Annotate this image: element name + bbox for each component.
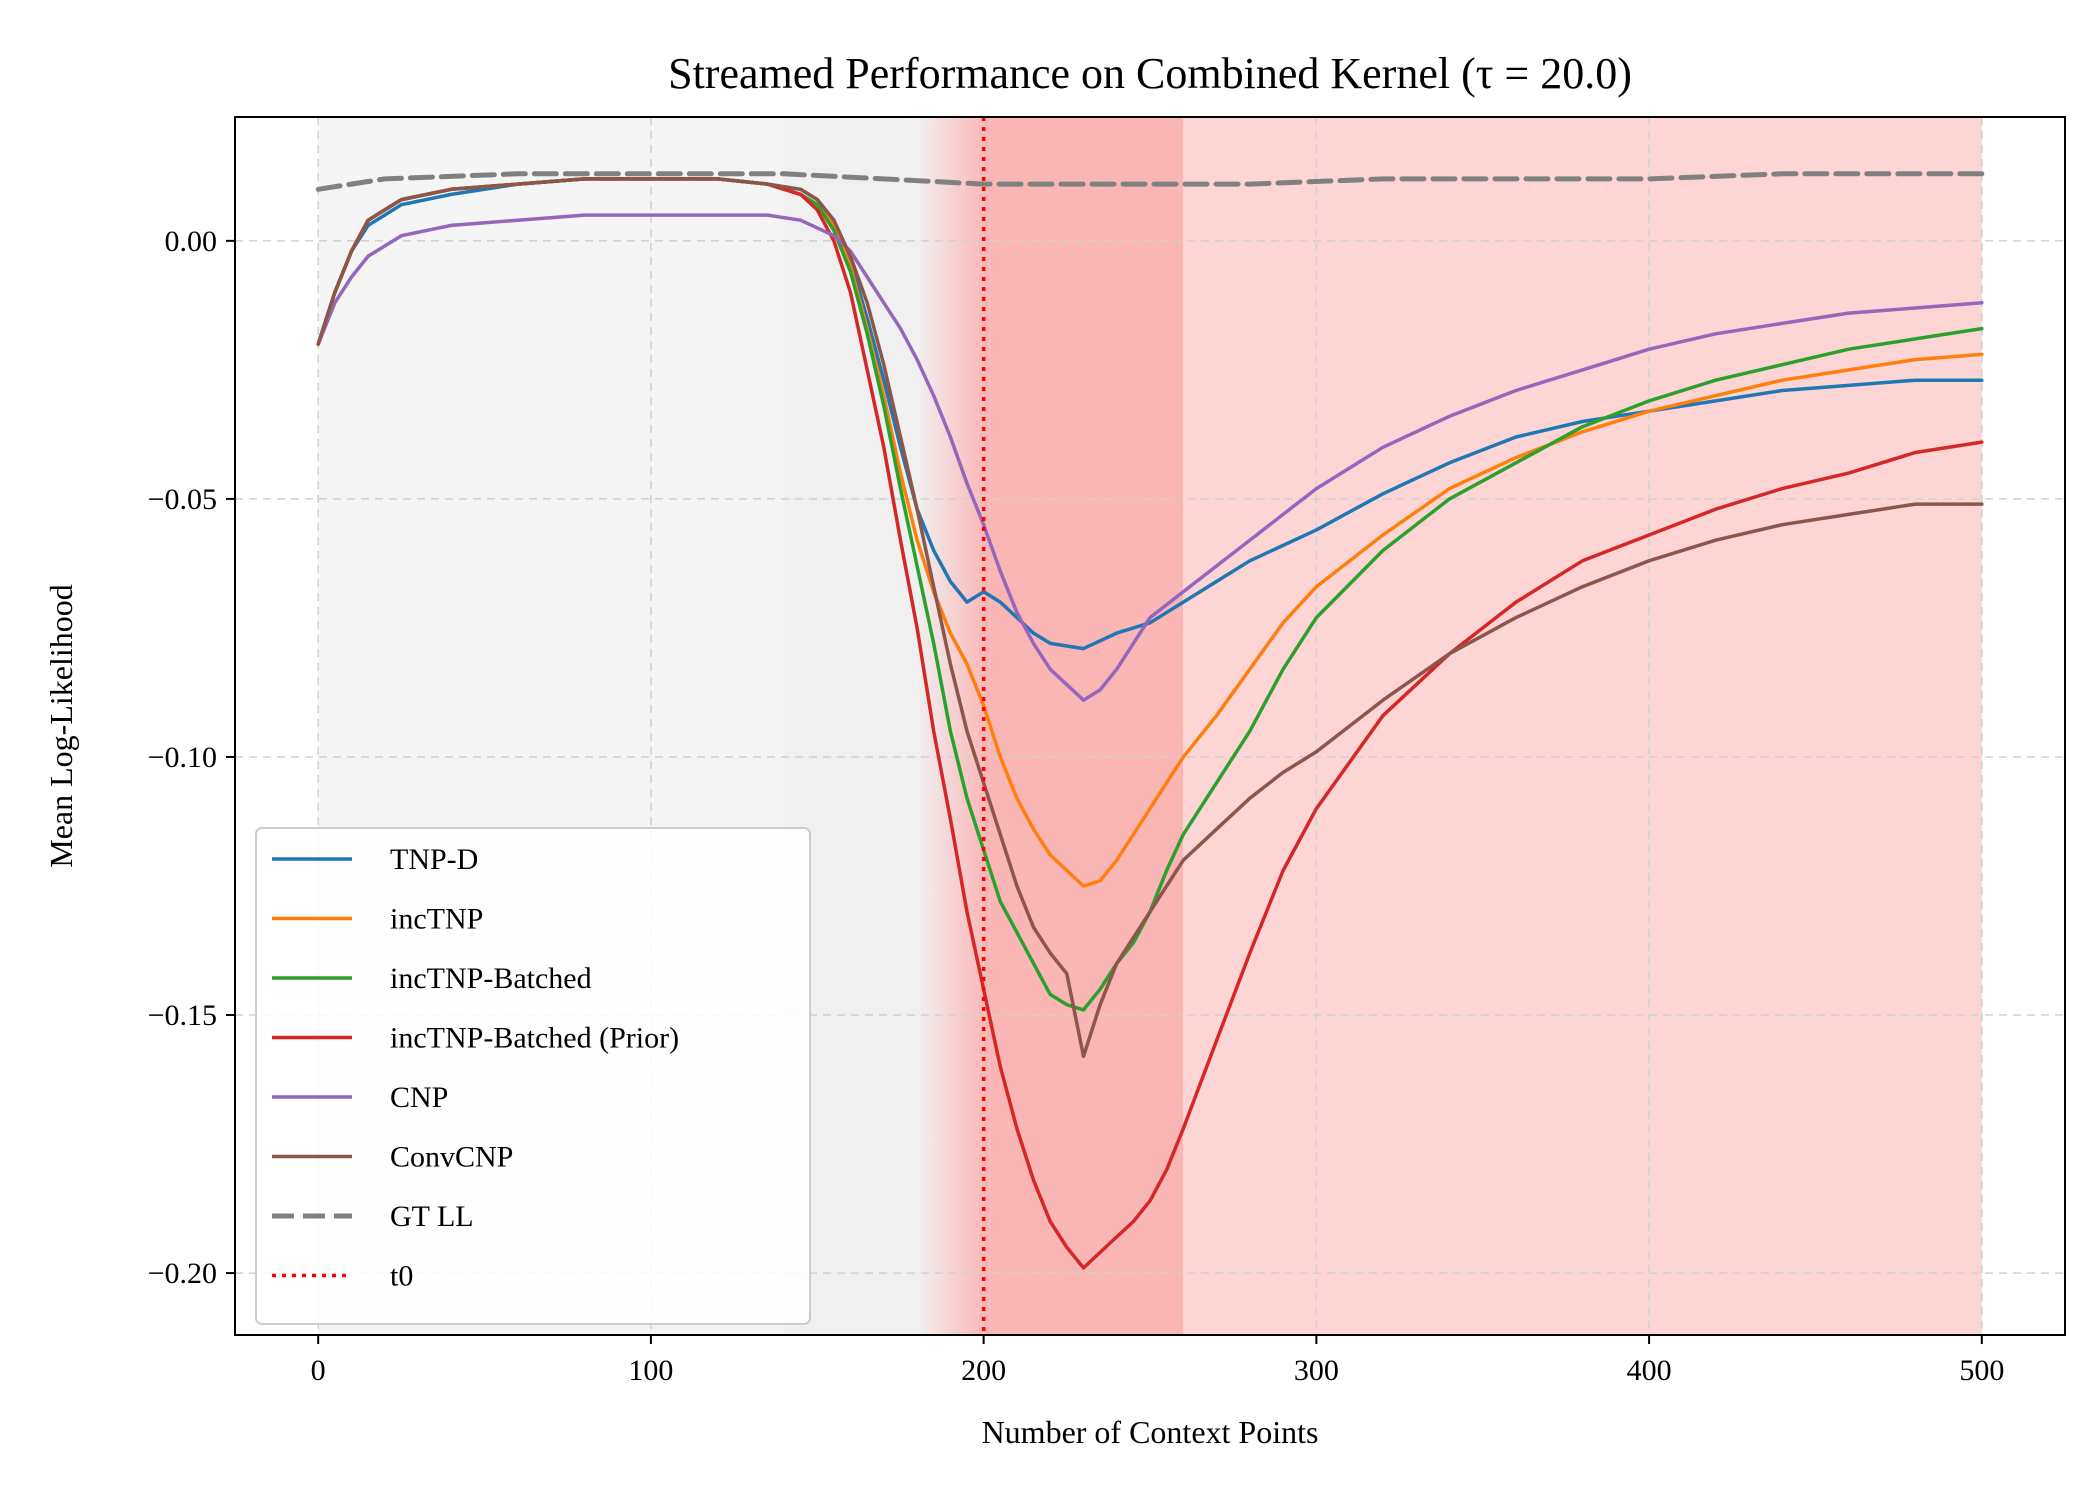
legend-label-cnp: CNP	[390, 1081, 448, 1114]
y-tick-label: −0.15	[148, 999, 217, 1032]
shaded-region-3	[983, 117, 1184, 1335]
legend-box	[255, 827, 811, 1325]
legend-label-inctnp-batched-prior: incTNP-Batched (Prior)	[390, 1022, 679, 1055]
legend-label-inctnp: incTNP	[390, 903, 483, 936]
series-line-cnp	[316, 213, 1984, 702]
x-axis-ticks: 0 100 200 300 400 500	[311, 1335, 2004, 1387]
x-tick-label: 500	[1959, 1354, 2004, 1387]
x-tick-label: 0	[311, 1354, 326, 1387]
y-tick-label: 0.00	[165, 225, 218, 258]
shaded-region-4	[1183, 117, 1982, 1335]
series-lines	[315, 117, 1985, 1335]
y-axis-label: Mean Log-Likelihood	[43, 584, 79, 867]
x-tick-label: 200	[961, 1354, 1006, 1387]
grid	[235, 117, 2065, 1335]
plot-frame	[234, 116, 2066, 1336]
legend-label-gt-ll: GT LL	[390, 1200, 474, 1233]
legend-label-tnp-d: TNP-D	[390, 843, 478, 876]
y-tick-label: −0.20	[148, 1257, 217, 1290]
legend-label-inctnp-batched: incTNP-Batched	[390, 962, 592, 995]
chart-title: Streamed Performance on Combined Kernel …	[668, 49, 1632, 98]
legend: TNP-D incTNP incTNP-Batched incTNP-Batched …	[255, 827, 811, 1325]
y-tick-label: −0.10	[148, 741, 217, 774]
x-axis-label: Number of Context Points	[982, 1414, 1319, 1450]
legend-label-convcnp: ConvCNP	[390, 1141, 513, 1174]
series-line-convcnp	[316, 177, 1984, 1059]
x-tick-label: 400	[1627, 1354, 1672, 1387]
y-tick-label: −0.05	[148, 483, 217, 516]
legend-label-t0: t0	[390, 1260, 413, 1293]
y-axis-ticks: 0.00 −0.05 −0.10 −0.15 −0.20	[148, 225, 235, 1290]
x-tick-label: 300	[1294, 1354, 1339, 1387]
x-tick-label: 100	[628, 1354, 673, 1387]
